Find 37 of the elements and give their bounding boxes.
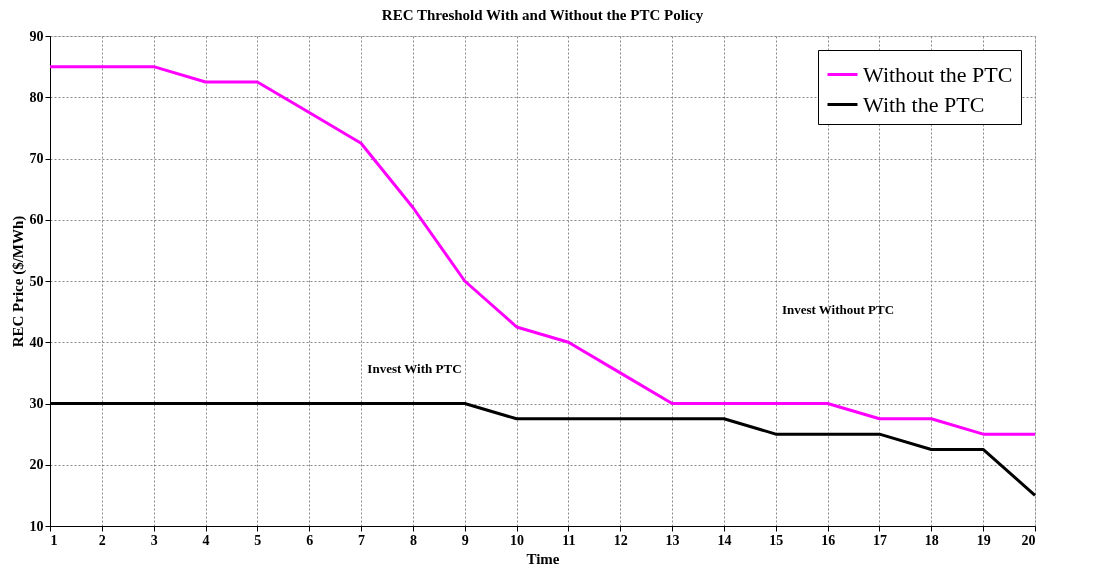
x-tick-label: 1	[50, 532, 58, 548]
y-tick-label: 60	[29, 212, 44, 228]
x-tick-label: 14	[717, 532, 732, 548]
x-tick-label: 7	[358, 532, 366, 548]
legend-label: With the PTC	[863, 91, 985, 117]
annotation: Invest With PTC	[367, 361, 462, 377]
x-tick-label: 8	[409, 532, 417, 548]
x-tick-label: 19	[976, 532, 991, 548]
x-tick-label: 15	[769, 532, 784, 548]
x-tick-label: 9	[461, 532, 469, 548]
y-axis-title: REC Price ($/MWh)	[9, 215, 27, 348]
y-tick-label: 80	[29, 89, 44, 105]
y-tick-label: 40	[29, 334, 44, 350]
y-tick-label: 10	[29, 518, 44, 534]
x-tick-label: 20	[1021, 532, 1036, 548]
x-axis-title: Time	[526, 550, 560, 565]
x-tick-label: 12	[613, 532, 628, 548]
x-tick-label: 10	[510, 532, 525, 548]
x-tick-label: 11	[562, 532, 576, 548]
y-tick-label: 30	[29, 396, 44, 411]
legend-label: Without the PTC	[863, 61, 1013, 87]
y-tick-label: 90	[29, 28, 44, 44]
line-series	[48, 65, 1037, 436]
x-tick-label: 13	[665, 532, 680, 548]
x-tick-label: 18	[924, 532, 939, 548]
annotation: Invest Without PTC	[781, 302, 895, 318]
x-tick-label: 5	[254, 532, 262, 548]
x-tick-label: 16	[821, 532, 836, 548]
y-tick-label: 70	[29, 151, 44, 166]
x-tick-label: 6	[306, 532, 314, 548]
x-tick-label: 17	[872, 532, 887, 548]
x-tick-label: 4	[202, 532, 210, 548]
y-tick-label: 20	[29, 457, 44, 473]
x-tick-label: 3	[150, 532, 158, 548]
chart-title: REC Threshold With and Without the PTC Policy	[381, 7, 704, 23]
y-tick-label: 50	[29, 273, 44, 289]
x-tick-label: 2	[98, 532, 106, 548]
